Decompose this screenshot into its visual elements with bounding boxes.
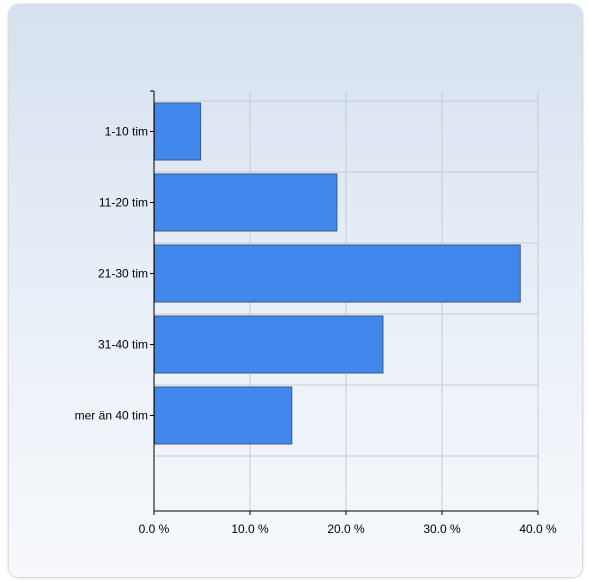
x-tick-label: 30.0 % — [423, 522, 461, 536]
tick-labels: 0.0 % 10.0 % 20.0 % 30.0 % 40.0 % 1-10 tim 11-… — [75, 90, 557, 536]
bar — [154, 315, 384, 374]
x-tick-label: 20.0 % — [327, 522, 365, 536]
bar — [154, 173, 338, 232]
x-tick-label: 10.0 % — [231, 522, 269, 536]
bars — [154, 102, 521, 445]
x-tick-label: 0.0 % — [139, 522, 170, 536]
y-category-label: 11-20 tim — [99, 196, 148, 210]
y-category-label: 21-30 tim — [98, 267, 148, 281]
bar — [154, 102, 202, 161]
y-category-label: 31-40 tim — [98, 338, 148, 352]
y-category-label: 1-10 tim — [105, 125, 148, 139]
bar — [154, 244, 521, 303]
bar — [154, 386, 293, 445]
y-category-label: mer än 40 tim — [75, 409, 148, 423]
x-tick-label: 40.0 % — [519, 522, 557, 536]
